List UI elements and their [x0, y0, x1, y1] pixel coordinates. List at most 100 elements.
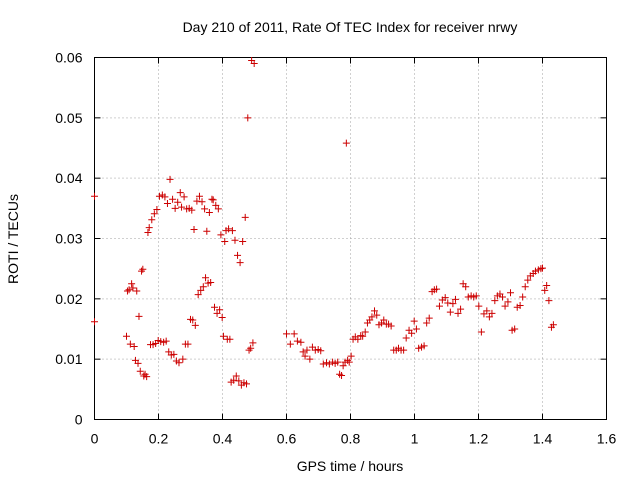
data-point [130, 342, 138, 350]
data-point [519, 293, 527, 301]
data-point [166, 175, 174, 183]
x-axis-label: GPS time / hours [297, 458, 404, 474]
data-point [144, 228, 152, 236]
x-tick-label: 0.6 [277, 431, 297, 447]
data-point [244, 114, 252, 122]
data-point [191, 321, 199, 329]
data-point [483, 307, 491, 315]
data-point [283, 330, 290, 338]
data-point [537, 265, 545, 273]
y-tick-label: 0.05 [55, 110, 82, 126]
data-point [150, 210, 158, 218]
data-point [531, 267, 539, 275]
data-point [410, 317, 418, 325]
data-point [235, 377, 243, 385]
data-point [317, 347, 325, 355]
data-point [216, 306, 224, 314]
data-point [123, 332, 130, 340]
x-tick-label: 0 [91, 431, 99, 447]
data-point [194, 291, 202, 299]
data-point [457, 305, 465, 313]
x-tick-label: 1.2 [469, 431, 489, 447]
data-point [162, 337, 170, 345]
data-point [202, 274, 210, 282]
data-point [504, 298, 512, 306]
data-point [138, 267, 146, 275]
x-tick-label: 0.4 [213, 431, 233, 447]
data-point [306, 355, 314, 363]
data-point [325, 360, 333, 368]
data-point [199, 283, 207, 291]
data-point [207, 279, 215, 287]
data-point [139, 265, 147, 273]
data-point [420, 342, 428, 350]
y-tick-label: 0.06 [55, 50, 82, 66]
data-point [234, 251, 242, 259]
data-point [241, 213, 249, 221]
data-point [133, 287, 141, 295]
data-point [290, 330, 298, 338]
data-point [153, 206, 161, 214]
data-point [208, 195, 216, 203]
data-point [319, 360, 327, 368]
data-point [507, 289, 514, 297]
data-point [539, 264, 546, 272]
data-point [209, 196, 217, 204]
data-point [311, 346, 319, 354]
data-point [373, 311, 381, 319]
data-point [446, 308, 454, 316]
data-point [344, 356, 352, 364]
data-point [297, 338, 305, 346]
data-point [230, 376, 238, 384]
data-point [217, 231, 225, 239]
data-point [174, 198, 182, 206]
data-point [400, 346, 408, 354]
data-point [175, 359, 183, 367]
data-point [228, 227, 236, 235]
data-point [549, 321, 557, 329]
data-point [214, 205, 222, 213]
data-point [197, 286, 205, 294]
data-point [449, 300, 457, 308]
x-tick-label: 0.2 [149, 431, 169, 447]
chart-title: Day 210 of 2011, Rate Of TEC Index for r… [183, 19, 518, 35]
data-point [541, 286, 549, 294]
y-axis-label: ROTI / TECUs [5, 194, 21, 284]
data-point [213, 309, 221, 317]
data-point [423, 319, 431, 327]
data-point [339, 362, 347, 370]
data-point [218, 314, 226, 322]
data-point [250, 60, 258, 68]
data-point [408, 329, 416, 337]
data-point [435, 302, 443, 310]
data-point [195, 192, 203, 200]
data-point [161, 193, 169, 201]
tick-labels: 0 0.2 0.4 0.6 0.8 1 1.2 1.4 1.6 0 0.01 0.02 0.03 0.04… [55, 50, 616, 447]
data-point [176, 189, 184, 197]
data-point [232, 372, 240, 380]
data-point [231, 236, 239, 244]
y-tick-label: 0 [75, 412, 83, 428]
data-point [499, 293, 506, 301]
data-point [488, 309, 496, 317]
data-point [354, 335, 362, 343]
data-point [368, 313, 376, 321]
data-point [201, 205, 209, 213]
data-point [454, 309, 462, 317]
data-point [513, 303, 521, 311]
data-point [134, 359, 142, 367]
data-point [188, 206, 196, 214]
data-point [126, 340, 134, 348]
data-point [347, 352, 355, 360]
data-point [415, 344, 423, 352]
data-point [140, 372, 148, 380]
y-tick-label: 0.02 [55, 291, 82, 307]
data-point [380, 316, 388, 324]
y-tick-label: 0.03 [55, 231, 82, 247]
data-point [189, 316, 197, 324]
data-point [155, 192, 163, 200]
data-point [511, 325, 519, 333]
data-point [521, 283, 529, 291]
data-point [135, 312, 143, 320]
